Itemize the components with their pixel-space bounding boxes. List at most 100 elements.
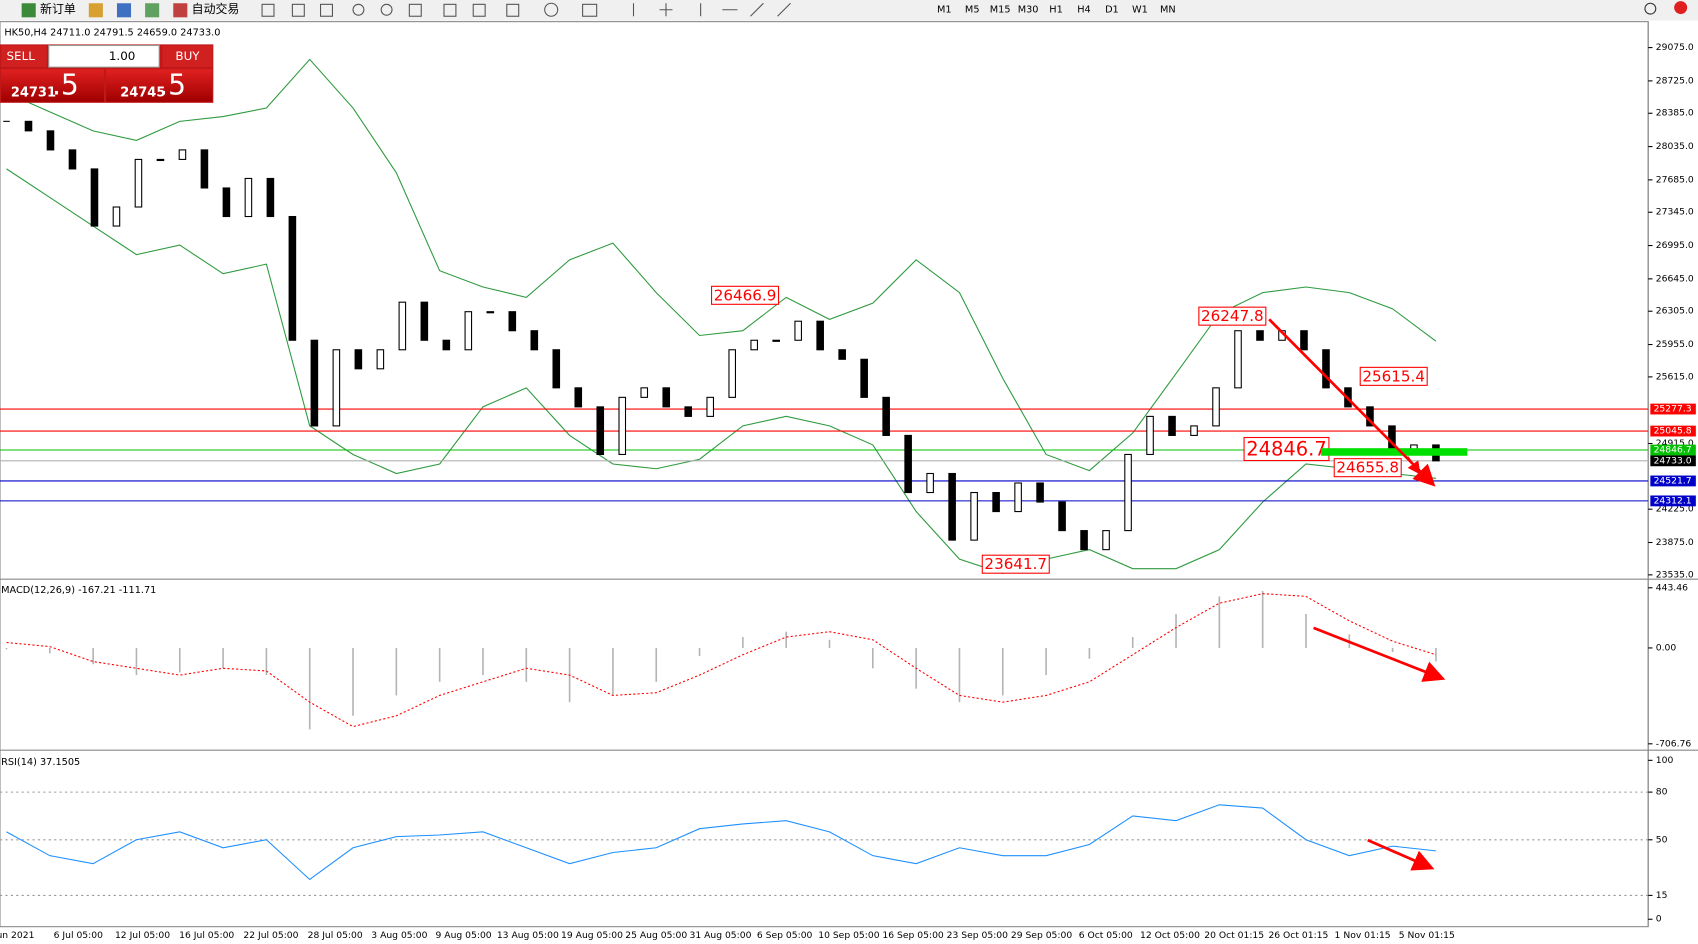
y-tick-label: 443.46 <box>1656 582 1688 593</box>
candle <box>486 311 495 314</box>
new-order-button[interactable]: 新订单 <box>40 2 76 16</box>
sell-button[interactable] <box>1 45 47 68</box>
sell-price-main[interactable]: 24731 <box>11 86 56 101</box>
rsi-title: RSI(14) 37.1505 <box>1 757 80 768</box>
candle <box>816 320 824 351</box>
candle <box>882 396 890 436</box>
timeframe-button[interactable]: MN <box>1160 5 1176 16</box>
templates[interactable] <box>582 3 598 17</box>
x-tick-label: 1 Nov 01:15 <box>1335 930 1391 941</box>
candle <box>1080 530 1088 551</box>
candle <box>1014 482 1022 513</box>
zoom-in[interactable] <box>352 3 365 16</box>
auto-trading-icon[interactable] <box>173 3 188 18</box>
annotation-box <box>1333 458 1402 478</box>
candle <box>948 472 956 541</box>
tool-icon[interactable] <box>291 3 305 17</box>
level-tag <box>1650 425 1696 437</box>
candle <box>244 177 253 218</box>
timeframe-button[interactable]: D1 <box>1105 5 1119 16</box>
price-annotation: 24846.7 <box>1246 438 1327 461</box>
timeframe-button[interactable]: M30 <box>1018 5 1039 16</box>
level-tag <box>1650 455 1696 467</box>
tool-icons <box>261 2 791 17</box>
candle <box>46 130 55 151</box>
notifications[interactable] <box>1674 1 1688 15</box>
search[interactable] <box>1644 2 1657 15</box>
toolbar-icon[interactable] <box>145 3 160 18</box>
y-tick-label: 26645.0 <box>1656 273 1694 284</box>
candle <box>354 349 363 370</box>
zoom-out[interactable] <box>380 3 393 16</box>
lot-value[interactable]: 1.00 <box>109 49 136 63</box>
timeframe-button[interactable]: M15 <box>990 5 1011 16</box>
candle <box>992 491 1000 513</box>
tool-icon[interactable] <box>472 3 486 17</box>
sell-label[interactable]: SELL <box>6 49 35 63</box>
x-tick-label: 12 Oct 05:00 <box>1140 930 1200 941</box>
sell-price-frac[interactable]: .5 <box>52 69 79 102</box>
tool-icon[interactable] <box>443 3 457 17</box>
auto-trading-button[interactable]: 自动交易 <box>192 2 240 16</box>
timeframe-button[interactable]: H4 <box>1077 5 1091 16</box>
candle <box>574 387 583 408</box>
candle <box>376 349 385 370</box>
price-annotation: 26247.8 <box>1201 307 1264 325</box>
candle <box>1212 387 1220 427</box>
timeframe-button[interactable]: W1 <box>1132 5 1148 16</box>
candle <box>904 434 912 494</box>
candle <box>1190 425 1198 436</box>
candle <box>1124 453 1132 532</box>
timeframe-button[interactable]: M5 <box>965 5 980 16</box>
price-annotation: 24655.8 <box>1336 459 1399 477</box>
rsi-arrow <box>1367 838 1435 871</box>
plots: 29075.0 28725.0 28385.0 28035.0 27685.0 27345… <box>0 42 1696 941</box>
trade-panel: SELL 1.00 BUY 24731 .5 24745 .5 <box>0 44 214 103</box>
buy-button[interactable] <box>162 45 213 68</box>
bollinger-band <box>6 58 1437 472</box>
candle <box>420 301 429 341</box>
timeframe-button[interactable]: H1 <box>1049 5 1063 16</box>
candle <box>222 187 231 218</box>
buy-label[interactable]: BUY <box>175 49 200 63</box>
y-tick-label: 80 <box>1656 787 1668 798</box>
x-tick-label: 16 Sep 05:00 <box>882 930 943 941</box>
x-tick-label: 5 Nov 01:15 <box>1399 930 1455 941</box>
candle <box>24 120 33 132</box>
sell-price-box[interactable] <box>1 69 104 102</box>
x-tick-label: 13 Aug 05:00 <box>497 930 559 941</box>
x-tick-label: 6 Jul 05:00 <box>54 930 103 941</box>
candle <box>1058 501 1066 532</box>
tool-icon[interactable] <box>261 3 275 17</box>
timeframe-button[interactable]: M1 <box>937 5 952 16</box>
lot-field[interactable] <box>48 44 160 68</box>
tool-icon[interactable] <box>319 3 333 17</box>
buy-price-box[interactable] <box>106 69 213 102</box>
y-tick-label: 100 <box>1656 755 1674 766</box>
level-label: 25277.3 <box>1654 404 1692 415</box>
x-tick-label: 19 Aug 05:00 <box>561 930 623 941</box>
candle <box>508 311 517 332</box>
tool-icon[interactable] <box>408 3 422 17</box>
x-tick-label: 6 Oct 05:00 <box>1079 930 1133 941</box>
support-highlight <box>1321 448 1468 456</box>
x-tick-label: 28 Jul 05:00 <box>308 930 363 941</box>
buy-price-main[interactable]: 24745 <box>120 86 165 101</box>
draw-tools[interactable] <box>632 2 791 17</box>
candle <box>530 330 539 351</box>
periods[interactable] <box>544 2 559 17</box>
toolbar-icon[interactable] <box>116 3 132 18</box>
toolbar-icon[interactable] <box>88 3 103 18</box>
y-tick-label: 26305.0 <box>1656 306 1694 317</box>
level-tag <box>1650 495 1696 507</box>
candle <box>266 177 275 218</box>
buy-price-frac[interactable]: .5 <box>159 69 186 102</box>
annotation-box <box>711 285 780 305</box>
candle <box>398 301 407 351</box>
x-tick-label: 9 Aug 05:00 <box>436 930 492 941</box>
new-order-icon[interactable] <box>21 3 36 18</box>
candle <box>442 339 451 351</box>
indicators[interactable] <box>506 3 520 17</box>
x-tick-label: 3 Aug 05:00 <box>371 930 427 941</box>
level-label: 25045.8 <box>1654 426 1692 437</box>
